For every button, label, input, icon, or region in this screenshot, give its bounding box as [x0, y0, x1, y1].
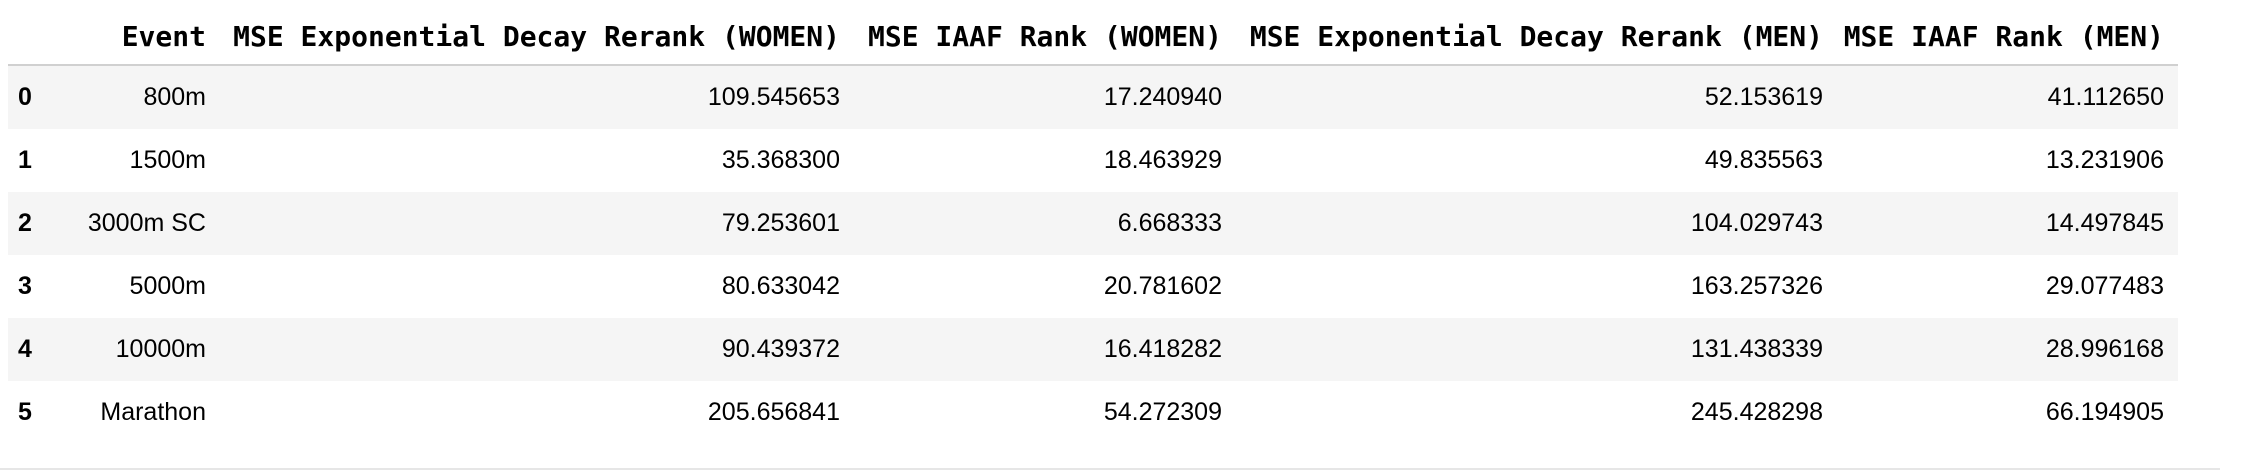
header-men-exp-decay: MSE Exponential Decay Rerank (MEN) — [1236, 8, 1837, 66]
cell-men-exp-decay: 131.438339 — [1690, 335, 1823, 363]
table-row: 5 Marathon 205.656841 54.272309 245.4282… — [8, 381, 2178, 444]
cell-men-iaaf-rank: 28.996168 — [2045, 335, 2164, 363]
cell-women-exp-decay: 80.633042 — [721, 272, 840, 300]
cell-women-iaaf-rank: 54.272309 — [1103, 398, 1222, 426]
cell-women-iaaf-rank: 6.668333 — [1117, 209, 1222, 237]
cell-men-iaaf-rank: 13.231906 — [2045, 146, 2164, 174]
cell-women-iaaf-rank: 20.781602 — [1103, 272, 1222, 300]
cell-event: 800m — [143, 83, 206, 111]
header-event: Event — [38, 8, 220, 66]
cell-event: 1500m — [129, 146, 206, 174]
dataframe-table: Event MSE Exponential Decay Rerank (WOME… — [8, 8, 2178, 444]
cell-women-exp-decay: 90.439372 — [721, 335, 840, 363]
cell-women-iaaf-rank: 17.240940 — [1103, 83, 1222, 111]
table-row: 2 3000m SC 79.253601 6.668333 104.029743… — [8, 192, 2178, 255]
table-header: Event MSE Exponential Decay Rerank (WOME… — [8, 8, 2178, 66]
cell-women-exp-decay: 205.656841 — [707, 398, 840, 426]
header-row: Event MSE Exponential Decay Rerank (WOME… — [8, 8, 2178, 66]
table-row: 1 1500m 35.368300 18.463929 49.835563 13… — [8, 129, 2178, 192]
cell-men-iaaf-rank: 66.194905 — [2045, 398, 2164, 426]
cell-event: 10000m — [115, 335, 206, 363]
row-index: 3 — [18, 272, 32, 300]
table-row: 4 10000m 90.439372 16.418282 131.438339 … — [8, 318, 2178, 381]
cell-men-iaaf-rank: 14.497845 — [2045, 209, 2164, 237]
output-bottom-divider — [0, 468, 2220, 470]
row-index: 1 — [18, 146, 32, 174]
cell-men-exp-decay: 245.428298 — [1690, 398, 1823, 426]
row-index: 2 — [18, 209, 32, 237]
cell-women-exp-decay: 79.253601 — [721, 209, 840, 237]
header-women-iaaf-rank: MSE IAAF Rank (WOMEN) — [854, 8, 1236, 66]
cell-women-exp-decay: 109.545653 — [707, 83, 840, 111]
table-row: 3 5000m 80.633042 20.781602 163.257326 2… — [8, 255, 2178, 318]
header-men-iaaf-rank: MSE IAAF Rank (MEN) — [1837, 8, 2178, 66]
cell-men-exp-decay: 49.835563 — [1704, 146, 1823, 174]
cell-event: 3000m SC — [87, 209, 206, 237]
row-index: 4 — [18, 335, 32, 363]
header-women-exp-decay: MSE Exponential Decay Rerank (WOMEN) — [220, 8, 854, 66]
cell-women-iaaf-rank: 16.418282 — [1103, 335, 1222, 363]
table-body: 0 800m 109.545653 17.240940 52.153619 41… — [8, 65, 2178, 444]
table-row: 0 800m 109.545653 17.240940 52.153619 41… — [8, 65, 2178, 129]
cell-women-iaaf-rank: 18.463929 — [1103, 146, 1222, 174]
header-index — [8, 8, 38, 66]
cell-men-iaaf-rank: 41.112650 — [2047, 83, 2164, 111]
cell-men-exp-decay: 104.029743 — [1690, 209, 1823, 237]
cell-women-exp-decay: 35.368300 — [721, 146, 840, 174]
cell-men-exp-decay: 52.153619 — [1704, 83, 1823, 111]
cell-event: 5000m — [129, 272, 206, 300]
cell-men-iaaf-rank: 29.077483 — [2045, 272, 2164, 300]
cell-event: Marathon — [100, 398, 206, 426]
row-index: 5 — [18, 398, 32, 426]
cell-men-exp-decay: 163.257326 — [1690, 272, 1823, 300]
row-index: 0 — [18, 83, 32, 111]
